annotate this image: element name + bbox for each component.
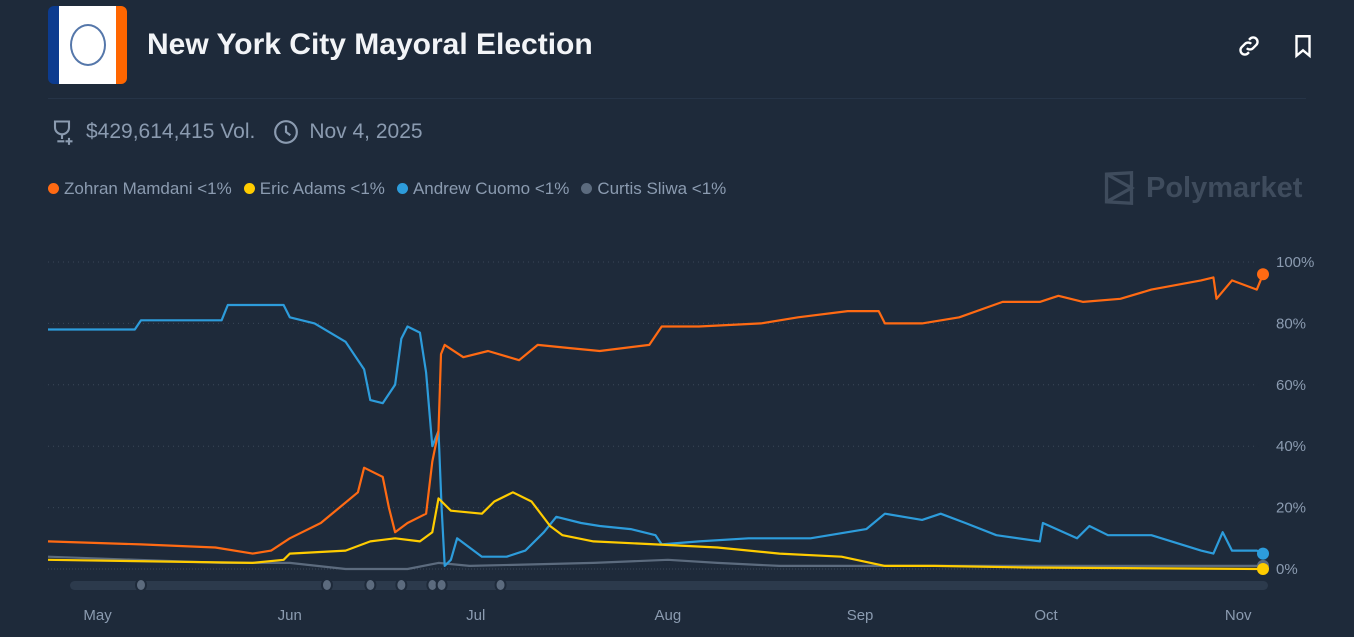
y-tick-label: 80% xyxy=(1276,315,1306,332)
y-tick-label: 20% xyxy=(1276,500,1306,517)
x-tick-label: May xyxy=(83,607,112,624)
nyc-seal-icon xyxy=(69,24,106,66)
header-divider xyxy=(48,98,1306,99)
y-tick-label: 60% xyxy=(1276,377,1306,394)
page-title: New York City Mayoral Election xyxy=(147,28,593,61)
legend-label: Zohran Mamdani <1% xyxy=(64,179,232,198)
volume-text: $429,614,415 Vol. xyxy=(86,120,256,143)
x-tick-label: Jul xyxy=(466,607,485,624)
timeline-event-marker xyxy=(494,578,507,592)
link-icon[interactable] xyxy=(1236,33,1262,59)
series-line-eric-adams xyxy=(47,491,1264,571)
trophy-icon xyxy=(53,120,73,145)
y-tick-label: 100% xyxy=(1276,254,1314,271)
series-line-curtis-sliwa xyxy=(47,555,1263,571)
polymarket-logo-icon xyxy=(1104,171,1135,205)
legend-item[interactable]: Eric Adams <1% xyxy=(243,179,385,199)
y-tick-label: 0% xyxy=(1276,561,1298,578)
legend-dot-icon xyxy=(48,183,59,194)
series-end-dot xyxy=(1257,563,1269,575)
timeline-event-marker xyxy=(134,578,147,592)
x-tick-label: Sep xyxy=(847,607,874,624)
legend-dot-icon xyxy=(581,183,593,194)
timeline-event-marker xyxy=(435,578,448,592)
legend-dot-icon xyxy=(243,183,255,194)
legend-item[interactable]: Curtis Sliwa <1% xyxy=(581,179,726,199)
y-tick-label: 40% xyxy=(1276,438,1306,455)
legend-item[interactable]: Zohran Mamdani <1% xyxy=(48,179,232,199)
legend-item[interactable]: Andrew Cuomo <1% xyxy=(396,179,570,199)
series-line-zohran-mamdani xyxy=(47,273,1265,555)
legend-label: Eric Adams <1% xyxy=(259,179,385,198)
legend-dot-icon xyxy=(396,183,408,194)
legend-label: Andrew Cuomo <1% xyxy=(412,179,570,198)
chart-legend: Zohran Mamdani <1% Eric Adams <1% Andrew C… xyxy=(48,179,726,199)
timeline-event-marker xyxy=(320,578,333,592)
series-end-dot xyxy=(1257,268,1269,281)
market-flag-image xyxy=(48,6,127,84)
timeline-event-marker xyxy=(364,578,377,592)
clock-icon xyxy=(274,120,299,144)
x-tick-label: Aug xyxy=(655,607,682,624)
brand-name: Polymarket xyxy=(1146,171,1303,204)
timeline-event-marker xyxy=(395,578,408,592)
polymarket-logo: Polymarket xyxy=(1102,170,1302,206)
legend-label: Curtis Sliwa <1% xyxy=(597,179,727,198)
series-end-dot xyxy=(1257,547,1269,560)
end-date-text: Nov 4, 2025 xyxy=(309,120,423,143)
x-tick-label: Jun xyxy=(278,607,302,624)
timeline-track xyxy=(70,581,1268,590)
series-line-andrew-cuomo xyxy=(48,303,1264,567)
x-tick-label: Nov xyxy=(1225,607,1252,624)
bookmark-icon[interactable] xyxy=(1290,33,1316,59)
x-tick-label: Oct xyxy=(1034,607,1058,624)
